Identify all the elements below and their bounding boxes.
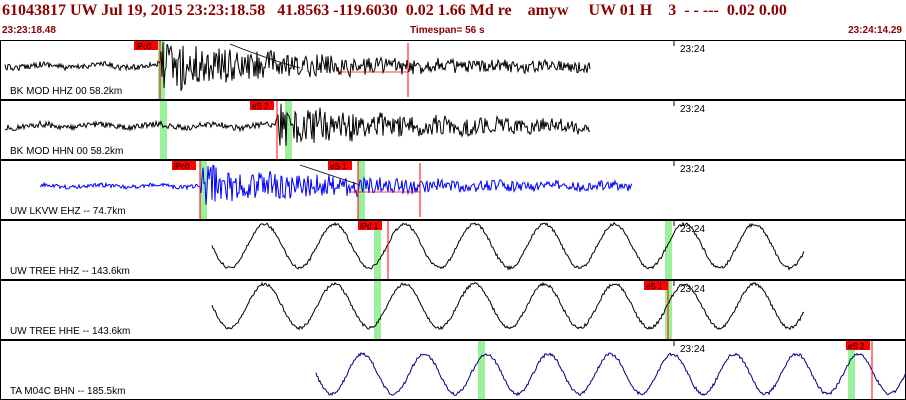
waveform-trace[interactable] (4, 42, 591, 92)
pick-flag[interactable] (172, 161, 196, 170)
pick-flag-label: eS 2 (848, 342, 865, 351)
station-label[interactable]: UW TREE HHZ -- 143.6km (10, 266, 130, 277)
panel-frame (0, 100, 906, 160)
panel-frame (0, 280, 906, 340)
seismogram-panels[interactable]: iPc0 23:24 BK MOD HHZ 00 58.2km eS 2 23:24 BK… (0, 40, 906, 400)
station-label[interactable]: UW TREE HHE -- 143.6km (10, 326, 130, 337)
station-label[interactable]: BK MOD HHN 00 58.2km (10, 146, 123, 157)
waveform-trace[interactable] (315, 352, 906, 397)
pick-band (374, 281, 381, 339)
waveform-trace[interactable] (4, 103, 591, 146)
panel-frame (0, 220, 906, 280)
pick-flag[interactable] (846, 341, 870, 350)
travel-time-curve (299, 164, 361, 186)
pick-flag[interactable] (250, 101, 274, 110)
time-mark-label: 23:24 (680, 224, 705, 235)
panel-frame (0, 340, 906, 400)
station-label[interactable]: BK MOD HHZ 00 58.2km (10, 86, 122, 97)
pick-flag-label: iPc0 (174, 162, 190, 171)
pick-band (848, 341, 855, 399)
pick-band (665, 221, 672, 279)
waveform-trace[interactable] (211, 281, 805, 331)
event-summary-line: 61043817 UW Jul 19, 2015 23:23:18.58 41.… (2, 2, 787, 19)
panel-frame (0, 40, 906, 100)
pick-flag-label: iPc0 (136, 42, 152, 51)
waveform-trace[interactable] (211, 221, 805, 271)
pick-flag-label: eS 1 (646, 282, 663, 291)
waveform-trace[interactable] (39, 164, 633, 205)
event-header: 61043817 UW Jul 19, 2015 23:23:18.58 41.… (0, 0, 906, 38)
time-mark-label: 23:24 (680, 164, 705, 175)
pick-flag-label: iPd 1 (360, 222, 379, 231)
pick-flag[interactable] (134, 41, 158, 50)
time-mark-label: 23:24 (680, 344, 705, 355)
time-mark-label: 23:24 (680, 104, 705, 115)
pick-flag[interactable] (328, 161, 352, 170)
pick-flag[interactable] (644, 281, 668, 290)
pick-band (160, 101, 167, 159)
travel-time-curve (229, 43, 301, 69)
window-start-time: 23:23:18.48 (2, 25, 56, 36)
pick-band (200, 161, 207, 219)
panel-frame (0, 160, 906, 220)
pick-flag[interactable] (358, 221, 382, 230)
station-label[interactable]: UW LKVW EHZ -- 74.7km (10, 206, 126, 217)
time-mark-label: 23:24 (680, 284, 705, 295)
pick-band (358, 161, 365, 219)
pick-flag-label: eS 2 (252, 102, 269, 111)
pick-band (285, 101, 292, 159)
timespan-label: Timespan= 56 s (410, 25, 485, 36)
pick-band (478, 341, 485, 399)
time-mark-label: 23:24 (680, 44, 705, 55)
station-label[interactable]: TA M04C BHN -- 185.5km (10, 386, 125, 397)
window-end-time: 23:24:14.29 (848, 25, 902, 36)
pick-band (374, 221, 381, 279)
seismogram-canvas[interactable]: iPc0 23:24 BK MOD HHZ 00 58.2km eS 2 23:24 BK… (0, 40, 906, 400)
pick-flag-label: eS 1 (330, 162, 347, 171)
